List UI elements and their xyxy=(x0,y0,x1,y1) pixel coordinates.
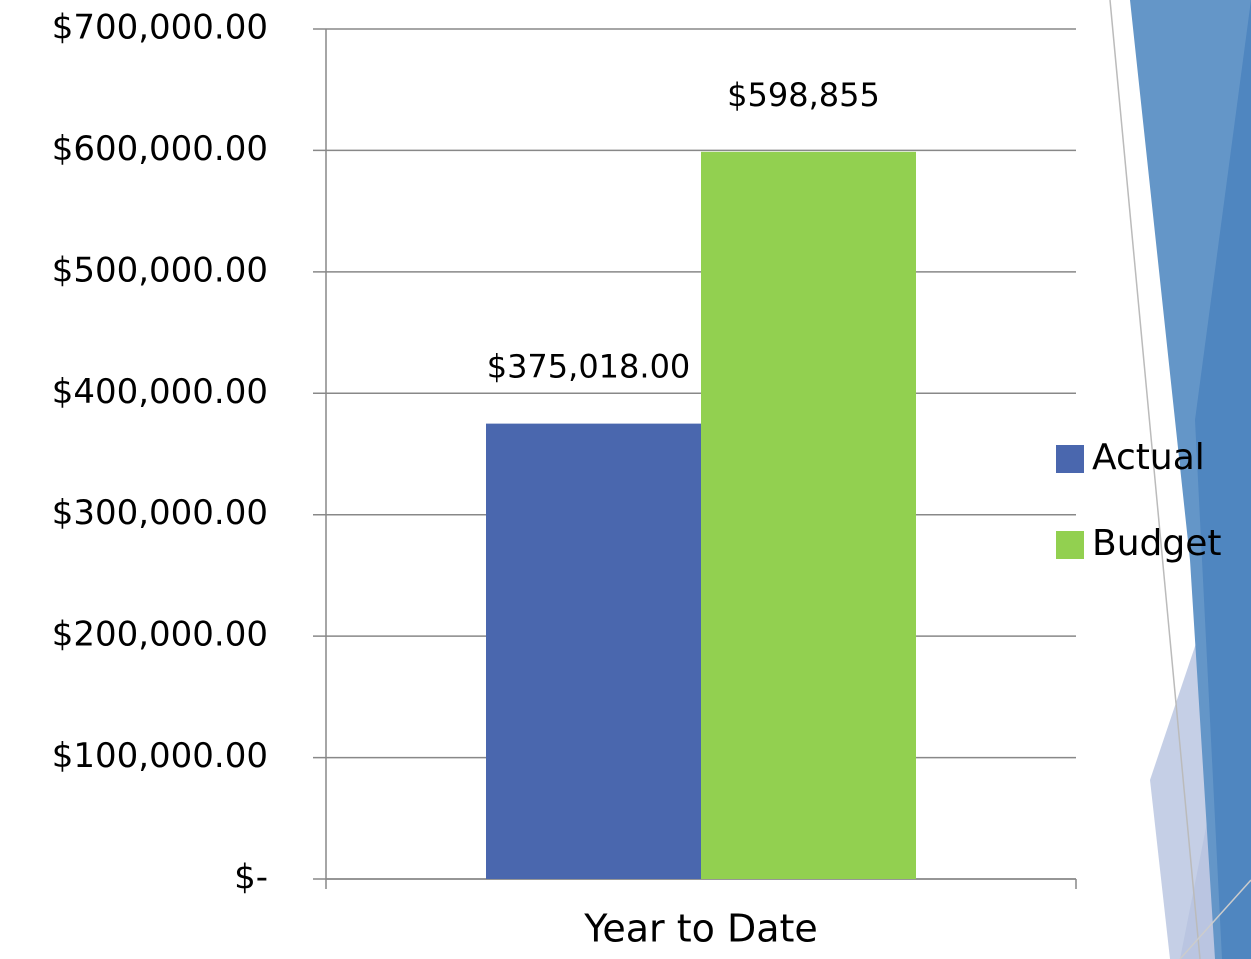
y-tick-label: $700,000.00 xyxy=(52,8,268,48)
data-label: $598,855 xyxy=(727,76,880,114)
data-label: $375,018.00 xyxy=(487,348,691,386)
decor-line xyxy=(1179,879,1251,959)
y-tick-label: $500,000.00 xyxy=(52,250,268,290)
x-tick-label: Year to Date xyxy=(583,907,818,951)
legend-label: Budget xyxy=(1092,523,1221,564)
legend-swatch xyxy=(1056,531,1084,559)
bar xyxy=(486,423,701,879)
legend-swatch xyxy=(1056,445,1084,473)
legend-label: Actual xyxy=(1092,437,1205,478)
y-tick-label: $100,000.00 xyxy=(52,736,268,776)
y-tick-label: $300,000.00 xyxy=(52,493,268,533)
decor-line xyxy=(1109,0,1201,959)
bar xyxy=(701,151,916,880)
background-decoration xyxy=(1109,0,1251,959)
y-tick-label: $400,000.00 xyxy=(52,372,268,412)
y-tick-label: $600,000.00 xyxy=(52,129,268,169)
y-tick-label: $- xyxy=(234,858,268,898)
decor-shape xyxy=(1195,0,1251,959)
y-tick-label: $200,000.00 xyxy=(52,615,268,655)
